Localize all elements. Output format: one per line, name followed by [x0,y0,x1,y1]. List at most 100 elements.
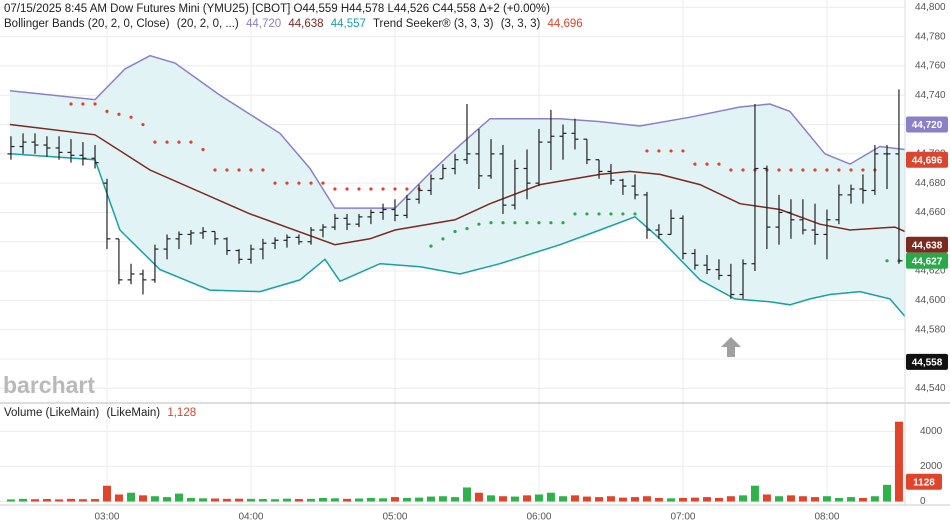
volume-bar [739,495,748,502]
volume-bar [186,497,195,502]
trend-dot [861,168,865,172]
volume-bar [30,499,39,502]
volume-bar [487,495,496,502]
trend-dot [165,140,169,144]
trend-dot [477,222,481,226]
volume-bar [811,497,820,502]
band-line [9,153,906,317]
trend-dot [669,149,673,153]
axis-layer: 44,54044,56044,58044,60044,62044,64044,6… [94,2,948,523]
x-tick-label: 07:00 [670,512,695,523]
trend-dot [381,187,385,191]
y-tick-label: 44,780 [915,31,946,42]
price-badge-label: 44,720 [912,120,943,131]
trend-dot [201,147,205,152]
trend-dot [261,168,265,172]
volume-bar [102,485,111,502]
volume-bar [415,497,424,502]
trend-dot [345,187,349,191]
trend-dot [405,187,409,191]
volume-bar [570,495,579,502]
trend-dot [789,168,793,172]
trend-dot [537,221,541,225]
volume-bar [474,492,483,502]
volume-legend: Volume (LikeMain) (LikeMain) 1,128 [4,407,200,419]
volume-bar [642,496,651,502]
volume-bar [174,493,183,502]
trend-dot [93,102,97,106]
trend-dot [849,168,853,172]
price-badge [906,116,948,133]
volume-bar [390,497,399,502]
volume-bar [127,492,136,502]
volume-bar [894,421,903,502]
trend-dot [285,181,289,185]
y-tick-label: 44,800 [915,2,946,13]
y-tick-label: 44,760 [915,61,946,72]
band-line [9,123,906,246]
trend-dot [501,221,505,225]
volume-bar [546,492,555,502]
trend-dot [633,212,637,216]
volume-bar [534,494,543,502]
volume-bar [426,496,435,502]
volume-bar [775,496,784,502]
trend-dot [585,212,589,216]
volume-bar [19,498,28,502]
band-layer [9,54,906,317]
volume-bar [150,496,159,502]
volume-bar [654,497,663,502]
trend-dot [225,168,229,172]
volume-bar [858,497,867,502]
band-line [9,54,906,209]
volume-bar [271,499,280,502]
volume-bar [199,498,208,502]
legend-params: (3, 3, 3) [500,18,541,30]
trend-dot [489,221,493,225]
legend-label: Bollinger Bands (20, 2, 0, Close) [4,18,170,30]
volume-bar [66,498,75,502]
volume-bar [438,496,447,502]
trend-dot [357,187,361,191]
volume-bar [822,496,831,502]
volume-bar [786,495,795,502]
trend-dot [69,102,73,106]
volume-bar [834,497,843,502]
x-tick-label: 06:00 [526,512,551,523]
volume-bar [750,485,759,502]
volume-bar [595,497,604,502]
trend-dot [237,168,241,172]
trend-dot [129,115,133,119]
trend-dot [657,149,661,153]
volume-bar [55,499,64,502]
price-badge-label: 44,558 [912,358,943,369]
volume-bar [258,499,267,502]
volume-bar [667,498,676,502]
volume-bar [726,496,735,502]
price-badge [906,151,948,168]
trend-dot [561,221,565,225]
legend-params: (LikeMain) [106,407,161,419]
legend-value: 44,696 [547,18,583,30]
y-tick-label: 0 [920,496,926,507]
volume-bar [114,494,123,502]
watermark: barchart [3,372,95,398]
volume-badge-label: 1128 [913,477,935,488]
trend-dot [573,212,577,216]
trend-dot [513,221,517,225]
volume-bar [343,498,352,502]
trend-dot [177,140,181,144]
volume-bar [559,496,568,502]
trend-dot [273,181,277,185]
volume-bar [714,497,723,502]
trend-dot [249,168,253,172]
trend-dot [141,122,145,127]
volume-bar [451,497,460,502]
x-tick-label: 05:00 [382,512,407,523]
legend-label: Volume (LikeMain) [4,407,100,419]
trend-dot [729,168,733,172]
legend-value: 44,720 [245,18,282,30]
volume-bar [582,496,591,502]
